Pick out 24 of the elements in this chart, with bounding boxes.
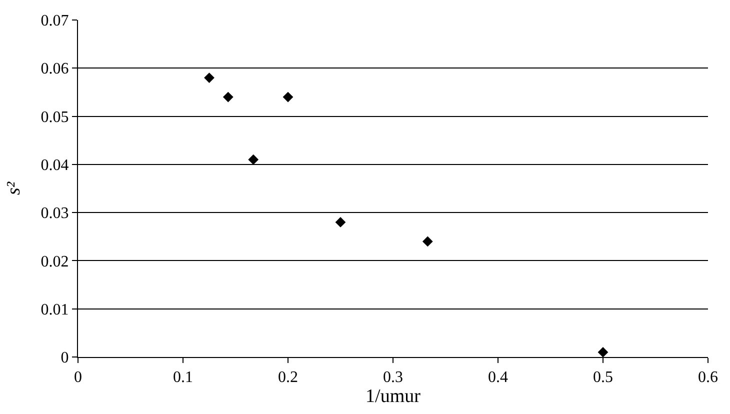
y-tick-label: 0.06 xyxy=(40,60,69,78)
x-tick-label: 0.2 xyxy=(278,369,298,386)
y-tick-label: 0.04 xyxy=(40,157,69,174)
x-tick-label: 0.3 xyxy=(383,369,403,386)
y-tick-label: 0.01 xyxy=(40,301,69,318)
point xyxy=(422,236,433,247)
y-tick-label: 0.05 xyxy=(40,108,69,126)
point xyxy=(598,346,608,358)
point xyxy=(204,72,214,83)
x-tick-label: 0.1 xyxy=(173,369,193,386)
y-tick-label: 0.03 xyxy=(40,205,69,222)
x-tick-label: 0.6 xyxy=(698,369,718,386)
y-axis-title: s² xyxy=(4,182,25,196)
y-tick-label: 0.02 xyxy=(40,253,69,270)
point xyxy=(335,217,346,228)
point xyxy=(248,154,259,165)
y-tick-label: 0 xyxy=(60,350,69,367)
x-tick-label: 0.4 xyxy=(488,369,508,386)
x-axis-title: 1/umur xyxy=(366,386,422,408)
x-tick-label: 0.5 xyxy=(593,369,613,386)
x-tick-label: 0 xyxy=(74,369,82,386)
y-tick-label: 0.07 xyxy=(40,12,69,30)
point xyxy=(222,92,234,102)
point xyxy=(282,92,294,102)
